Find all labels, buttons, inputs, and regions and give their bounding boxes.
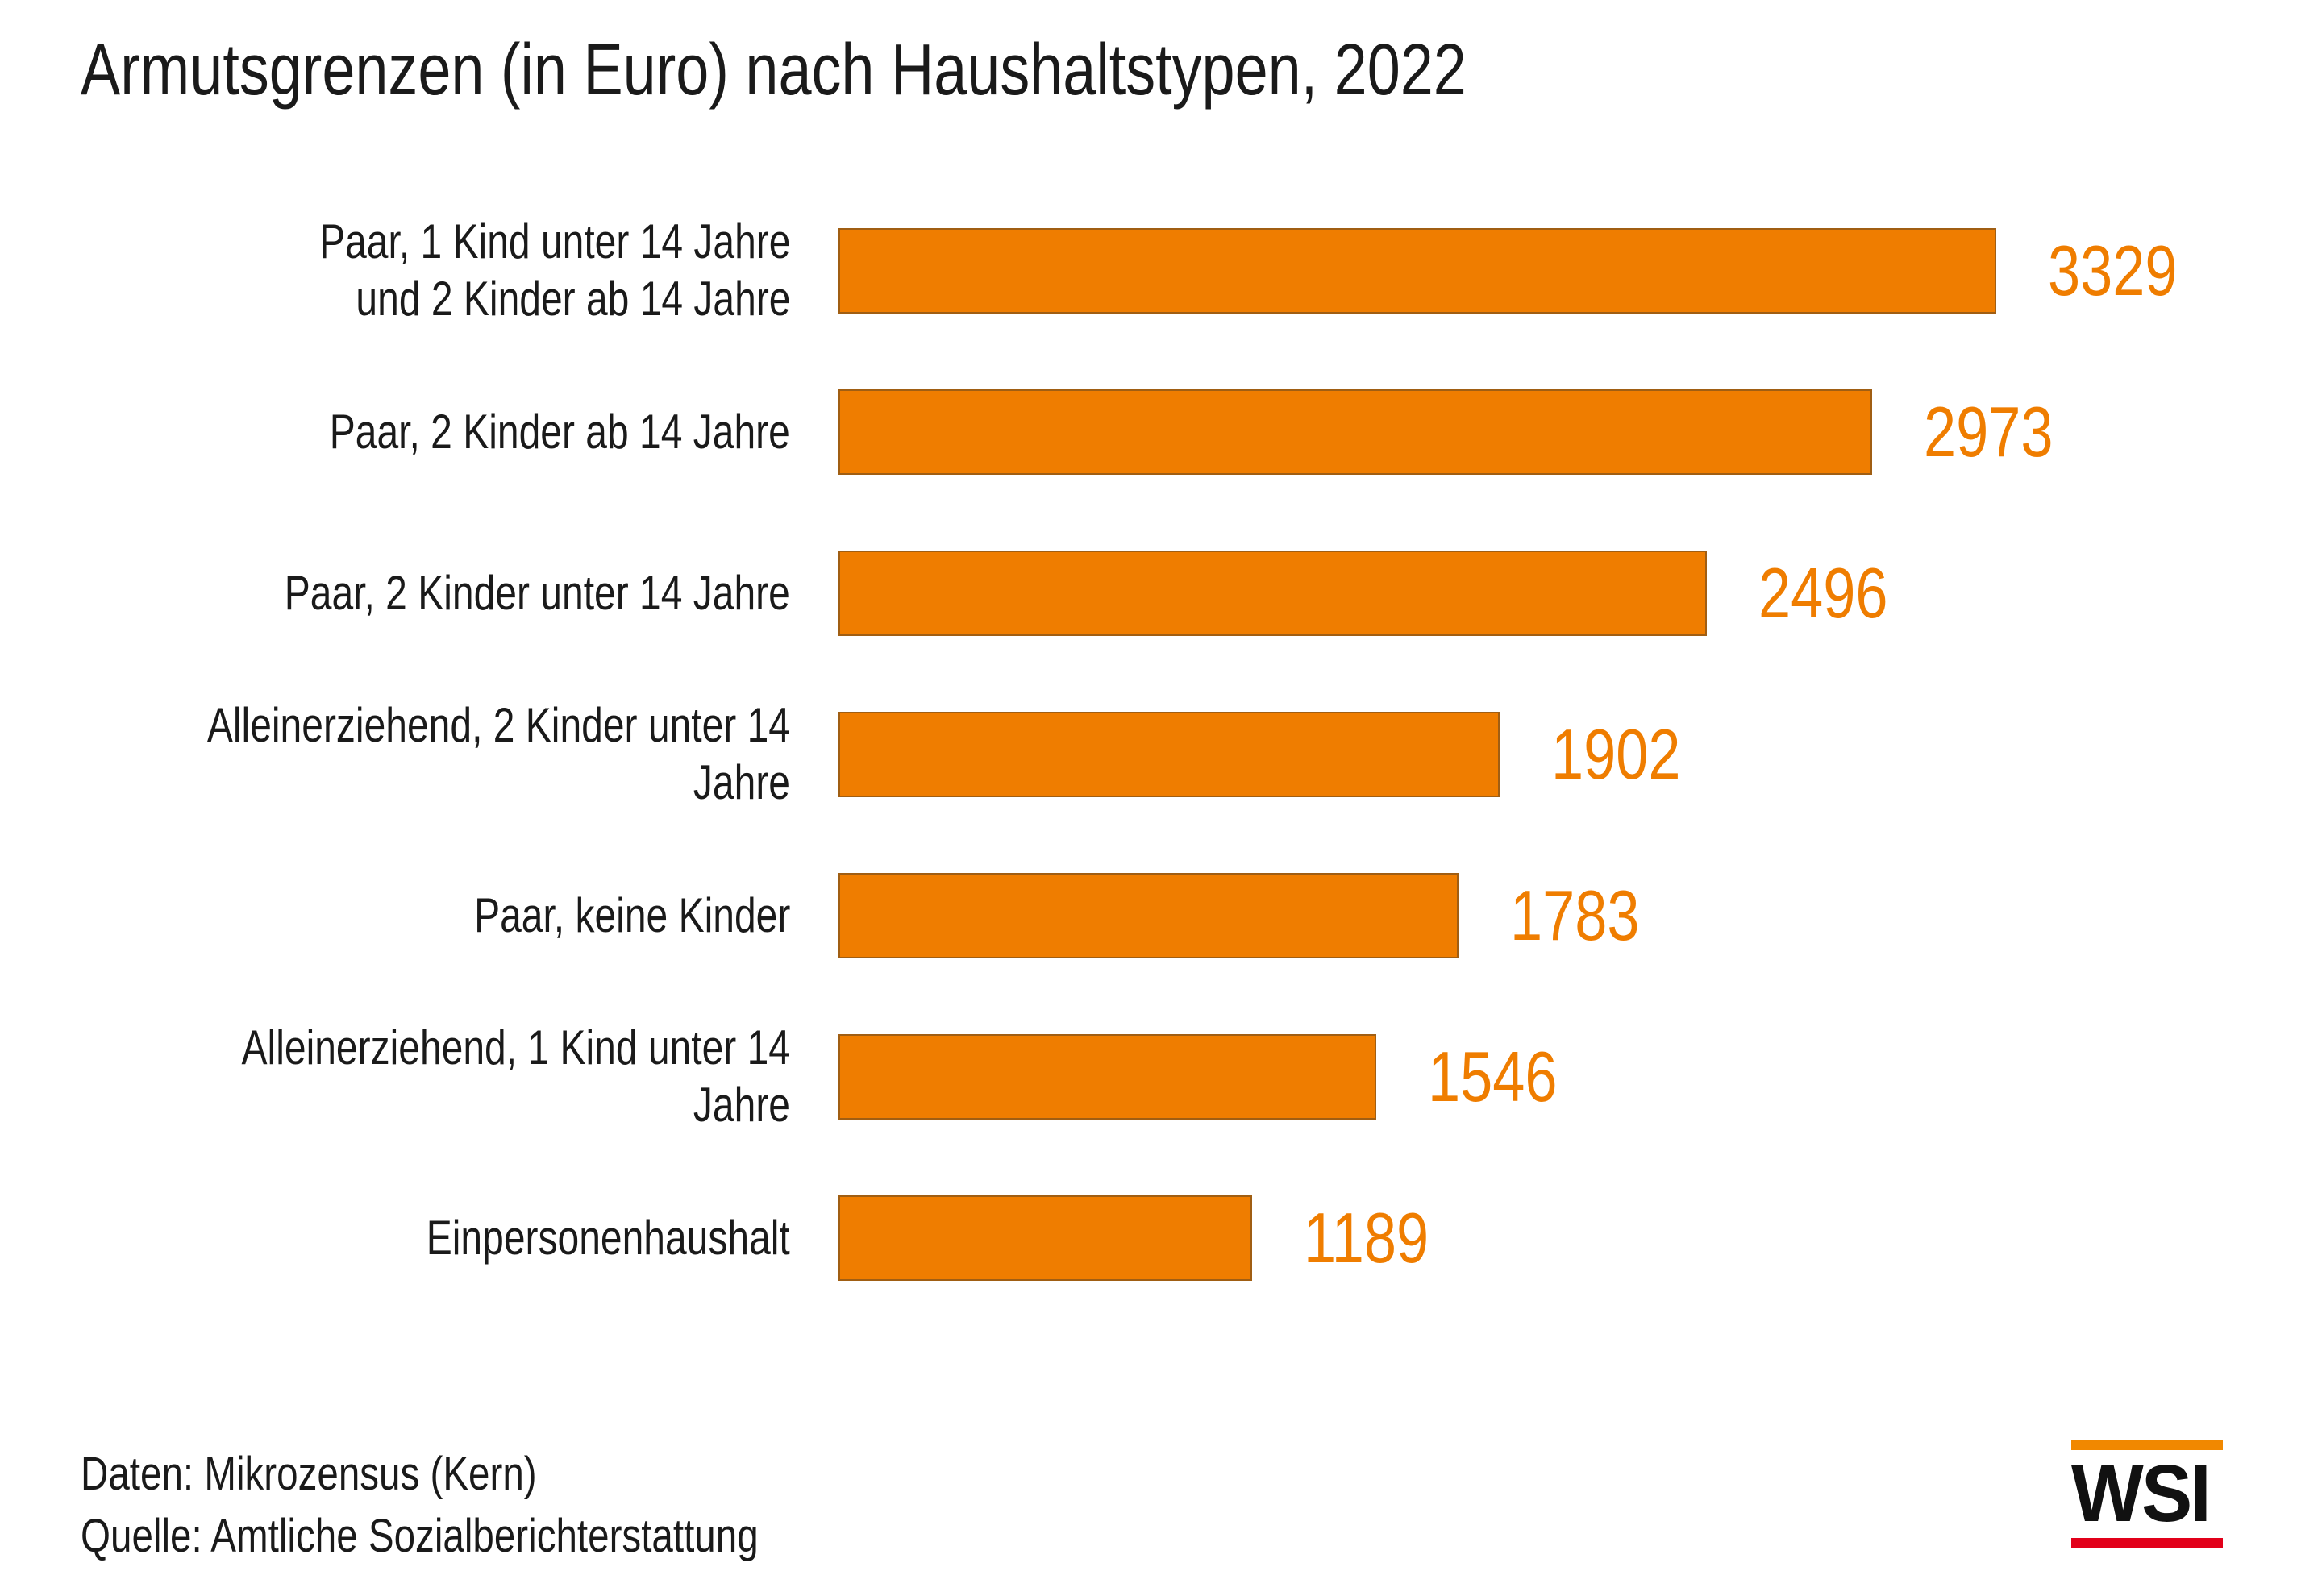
bar-row: Paar, 2 Kinder unter 14 Jahre 2496 [32,551,2290,636]
bar-track: 1902 [838,712,2290,797]
bar-row: Paar, keine Kinder 1783 [32,873,2290,958]
category-label: Paar, keine Kinder [32,887,838,945]
chart-title-text: Armutsgrenzen (in Euro) nach Haushaltsty… [81,30,1467,110]
value-label: 1783 [1510,880,1668,951]
source-note: Daten: Mikrozensus (Kern) Quelle: Amtlic… [81,1443,907,1567]
category-label-text: Einpersonenhaushalt [426,1210,790,1265]
bar-track: 1783 [838,873,2290,958]
bar [838,228,1996,314]
value-label-text: 1189 [1304,1198,1429,1278]
value-label-text: 1783 [1510,875,1640,955]
category-label-text: Paar, keine Kinder [473,887,790,942]
category-label: Paar, 2 Kinder unter 14 Jahre [32,565,838,622]
value-label-text: 1902 [1551,714,1681,794]
bar [838,389,1872,475]
value-label-text: 2973 [1924,392,2054,472]
category-label: Alleinerziehend, 2 Kinder unter 14 Jahre [32,697,838,812]
wsi-logo: WSI [2071,1440,2223,1548]
bar-row: Alleinerziehend, 1 Kind unter 14 Jahre 1… [32,1020,2290,1132]
bar-track: 2973 [838,389,2290,475]
category-label: Einpersonenhaushalt [32,1210,838,1267]
category-label: Paar, 2 Kinder ab 14 Jahre [32,404,838,461]
bar [838,1195,1252,1281]
bar-row: Paar, 1 Kind unter 14 Jahre und 2 Kinder… [32,214,2290,326]
value-label-text: 3329 [2048,231,2178,310]
value-label-text: 2496 [1758,553,1888,633]
category-label-text: Paar, 1 Kind unter 14 Jahre und 2 Kinder… [318,214,790,326]
category-label: Paar, 1 Kind unter 14 Jahre und 2 Kinder… [32,214,838,328]
page-title: Armutsgrenzen (in Euro) nach Haushaltsty… [81,31,1771,110]
data-note-line: Daten: Mikrozensus (Kern) [81,1443,907,1505]
logo-red-bar [2071,1538,2223,1548]
bar-track: 2496 [838,551,2290,636]
bar [838,873,1459,958]
bar-track: 1189 [838,1195,2290,1281]
logo-orange-bar [2071,1440,2223,1450]
category-label-text: Paar, 2 Kinder ab 14 Jahre [329,404,790,459]
value-label-text: 1546 [1428,1037,1558,1116]
value-label: 3329 [2048,235,2206,306]
logo-text: WSI [2071,1448,2212,1539]
value-label: 2973 [1924,397,2082,468]
bar [838,1034,1376,1120]
bar [838,712,1500,797]
value-label: 1902 [1551,719,1709,790]
value-label: 2496 [1758,558,1916,629]
source-line: Quelle: Amtliche Sozialberichterstattung [81,1505,907,1567]
category-label-text: Alleinerziehend, 1 Kind unter 14 Jahre [241,1020,791,1132]
category-label: Alleinerziehend, 1 Kind unter 14 Jahre [32,1020,838,1134]
value-label: 1546 [1428,1041,1586,1112]
bar [838,551,1707,636]
category-label-text: Alleinerziehend, 2 Kinder unter 14 Jahre [206,698,791,809]
bar-row: Alleinerziehend, 2 Kinder unter 14 Jahre… [32,698,2290,809]
source-text: Quelle: Amtliche Sozialberichterstattung [81,1510,759,1563]
data-note-text: Daten: Mikrozensus (Kern) [81,1448,537,1500]
bar-row: Paar, 2 Kinder ab 14 Jahre 2973 [32,389,2290,475]
category-label-text: Paar, 2 Kinder unter 14 Jahre [284,565,790,620]
bar-track: 1546 [838,1034,2290,1120]
bar-row: Einpersonenhaushalt 1189 [32,1195,2290,1281]
bar-track: 3329 [838,228,2290,314]
value-label: 1189 [1304,1203,1456,1274]
bar-chart: Paar, 1 Kind unter 14 Jahre und 2 Kinder… [32,214,2290,1357]
